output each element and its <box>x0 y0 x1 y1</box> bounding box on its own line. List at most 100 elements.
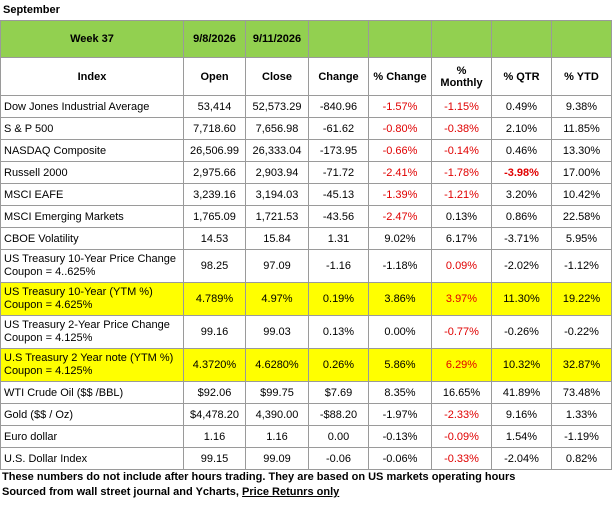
value-cell: 3,239.16 <box>183 183 246 206</box>
data-row: MSCI EAFE 3,239.16 3,194.03 -45.13 -1.39% -1.… <box>0 183 612 206</box>
value-cell: 32.87% <box>551 348 612 382</box>
data-row: CBOE Volatility 14.53 15.84 1.31 9.02% 6.17% -… <box>0 227 612 250</box>
column-header: Change <box>308 57 369 96</box>
index-name: US Treasury 2-Year Price Change Coupon =… <box>0 315 184 349</box>
value-cell: -2.02% <box>491 249 552 283</box>
value-cell: -1.19% <box>551 425 612 448</box>
value-cell: -0.06 <box>308 447 369 470</box>
data-row: Russell 2000 2,975.66 2,903.94 -71.72 -2.41%… <box>0 161 612 184</box>
value-cell: 1.31 <box>308 227 369 250</box>
index-name: MSCI Emerging Markets <box>0 205 184 228</box>
value-cell: 0.13% <box>308 315 369 349</box>
index-name: U.S. Dollar Index <box>0 447 184 470</box>
column-header: % QTR <box>491 57 552 96</box>
value-cell: $7.69 <box>308 381 369 404</box>
value-cell: -1.15% <box>431 95 492 118</box>
value-cell: -0.33% <box>431 447 492 470</box>
value-cell: -1.21% <box>431 183 492 206</box>
data-row: S & P 500 7,718.60 7,656.98 -61.62 -0.80% -0.… <box>0 117 612 140</box>
value-cell: 10.32% <box>491 348 552 382</box>
value-cell: -173.95 <box>308 139 369 162</box>
value-cell: 2,903.94 <box>245 161 309 184</box>
value-cell: 3.86% <box>368 282 432 316</box>
value-cell: 1,721.53 <box>245 205 309 228</box>
value-cell: 8.35% <box>368 381 432 404</box>
value-cell: -2.04% <box>491 447 552 470</box>
value-cell: 11.30% <box>491 282 552 316</box>
index-name: US Treasury 10-Year Price Change Coupon … <box>0 249 184 283</box>
value-cell: 10.42% <box>551 183 612 206</box>
value-cell: 16.65% <box>431 381 492 404</box>
value-cell: 4.3720% <box>183 348 246 382</box>
value-cell: -1.78% <box>431 161 492 184</box>
value-cell: 4,390.00 <box>245 403 309 426</box>
value-cell: 0.09% <box>431 249 492 283</box>
index-name: WTI Crude Oil ($$ /BBL) <box>0 381 184 404</box>
value-cell: 0.13% <box>431 205 492 228</box>
value-cell: 26,506.99 <box>183 139 246 162</box>
data-row: Euro dollar 1.16 1.16 0.00 -0.13% -0.09% 1.54%… <box>0 425 612 448</box>
week-cell <box>491 20 552 58</box>
value-cell: -1.12% <box>551 249 612 283</box>
footer-source: Sourced from wall street journal and Ych… <box>0 485 613 500</box>
value-cell: 0.00 <box>308 425 369 448</box>
data-row: US Treasury 10-Year (YTM %) Coupon = 4.6… <box>0 282 612 316</box>
value-cell: 52,573.29 <box>245 95 309 118</box>
value-cell: 5.86% <box>368 348 432 382</box>
data-row: U.S Treasury 2 Year note (YTM %) Coupon … <box>0 348 612 382</box>
value-cell: 5.95% <box>551 227 612 250</box>
value-cell: 15.84 <box>245 227 309 250</box>
value-cell: 97.09 <box>245 249 309 283</box>
column-header: Open <box>183 57 246 96</box>
week-cell: 9/11/2026 <box>245 20 309 58</box>
index-name: Russell 2000 <box>0 161 184 184</box>
value-cell: -71.72 <box>308 161 369 184</box>
index-name: US Treasury 10-Year (YTM %) Coupon = 4.6… <box>0 282 184 316</box>
value-cell: -2.47% <box>368 205 432 228</box>
value-cell: 1,765.09 <box>183 205 246 228</box>
value-cell: 99.15 <box>183 447 246 470</box>
value-cell: 99.03 <box>245 315 309 349</box>
data-row: Gold ($$ / Oz) $4,478.20 4,390.00 -$88.20 -1… <box>0 403 612 426</box>
value-cell: -0.66% <box>368 139 432 162</box>
index-name: NASDAQ Composite <box>0 139 184 162</box>
value-cell: 4.6280% <box>245 348 309 382</box>
value-cell: 0.19% <box>308 282 369 316</box>
value-cell: 73.48% <box>551 381 612 404</box>
value-cell: 2,975.66 <box>183 161 246 184</box>
value-cell: 3.97% <box>431 282 492 316</box>
data-row: WTI Crude Oil ($$ /BBL) $92.06 $99.75 $7.69… <box>0 381 612 404</box>
value-cell: -0.09% <box>431 425 492 448</box>
value-cell: 1.16 <box>183 425 246 448</box>
data-row: NASDAQ Composite 26,506.99 26,333.04 -173.9… <box>0 139 612 162</box>
value-cell: -$88.20 <box>308 403 369 426</box>
value-cell: 6.29% <box>431 348 492 382</box>
index-name: U.S Treasury 2 Year note (YTM %) Coupon … <box>0 348 184 382</box>
value-cell: 2.10% <box>491 117 552 140</box>
value-cell: 3,194.03 <box>245 183 309 206</box>
value-cell: 14.53 <box>183 227 246 250</box>
value-cell: -1.16 <box>308 249 369 283</box>
value-cell: -0.38% <box>431 117 492 140</box>
value-cell: $4,478.20 <box>183 403 246 426</box>
source-text: Sourced from wall street journal and Ych… <box>2 486 239 498</box>
column-header: % Monthly <box>431 57 492 96</box>
value-cell: 9.02% <box>368 227 432 250</box>
data-row: US Treasury 2-Year Price Change Coupon =… <box>0 315 612 349</box>
value-cell: 9.38% <box>551 95 612 118</box>
index-name: MSCI EAFE <box>0 183 184 206</box>
value-cell: 99.09 <box>245 447 309 470</box>
data-row: U.S. Dollar Index 99.15 99.09 -0.06 -0.06% -0… <box>0 447 612 470</box>
value-cell: -0.80% <box>368 117 432 140</box>
value-cell: 7,718.60 <box>183 117 246 140</box>
value-cell: 1.16 <box>245 425 309 448</box>
value-cell: 0.82% <box>551 447 612 470</box>
value-cell: -840.96 <box>308 95 369 118</box>
value-cell: 13.30% <box>551 139 612 162</box>
value-cell: 99.16 <box>183 315 246 349</box>
value-cell: 41.89% <box>491 381 552 404</box>
data-row: MSCI Emerging Markets 1,765.09 1,721.53 -43… <box>0 205 612 228</box>
column-header: Close <box>245 57 309 96</box>
sheet-title: September <box>3 4 60 16</box>
index-name: Dow Jones Industrial Average <box>0 95 184 118</box>
